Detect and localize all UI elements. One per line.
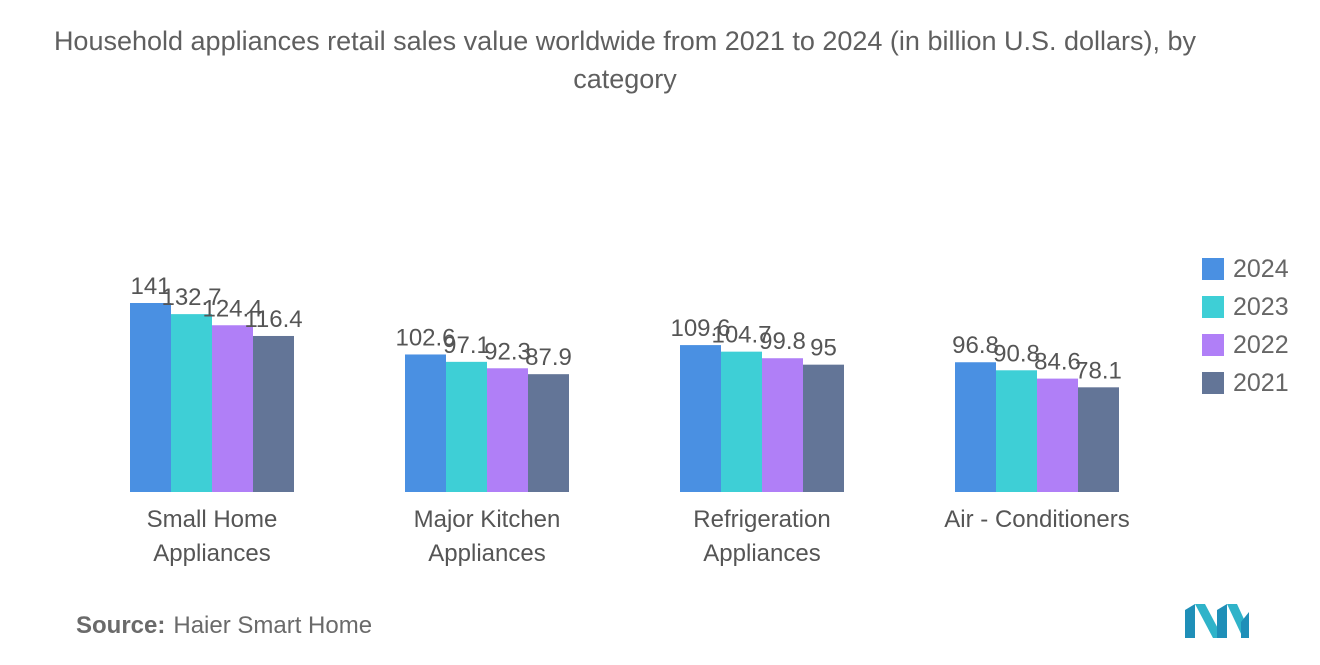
data-label-2021-1: 87.9: [525, 344, 572, 371]
data-label-2021-3: 78.1: [1075, 357, 1122, 384]
source-note: Source: Haier Smart Home: [76, 612, 372, 640]
category-label-1-1: Appliances: [428, 540, 545, 567]
legend-swatch-2022: [1202, 334, 1224, 356]
bar-2022-0[interactable]: [212, 325, 253, 492]
bar-2021-0[interactable]: [253, 335, 294, 492]
mordor-logo-icon: [1185, 604, 1249, 638]
data-label-2022-1: 92.3: [484, 338, 531, 365]
bar-2023-2[interactable]: [721, 351, 762, 492]
bar-2023-3[interactable]: [996, 370, 1037, 492]
data-label-2022-3: 84.6: [1034, 349, 1081, 376]
category-label-2-1: Appliances: [703, 540, 820, 567]
data-label-2024-3: 96.8: [952, 332, 999, 359]
data-label-2023-1: 97.1: [443, 332, 490, 359]
legend-item-2024[interactable]: 2024: [1202, 250, 1289, 288]
category-label-3-0: Air - Conditioners: [944, 506, 1129, 533]
data-label-2021-2: 95: [810, 335, 837, 362]
category-label-2-0: Refrigeration: [693, 506, 830, 533]
bar-2023-0[interactable]: [171, 314, 212, 492]
bar-2022-3[interactable]: [1037, 378, 1078, 492]
data-label-2024-2: 109.6: [670, 315, 730, 342]
legend-label-2021: 2021: [1233, 368, 1289, 397]
legend-item-2022[interactable]: 2022: [1202, 326, 1289, 364]
legend-item-2021[interactable]: 2021: [1202, 364, 1289, 402]
bar-2022-2[interactable]: [762, 358, 803, 492]
chart-title: Household appliances retail sales value …: [53, 26, 1197, 94]
data-label-2023-3: 90.8: [993, 340, 1040, 367]
source-text: Haier Smart Home: [173, 612, 373, 639]
bar-2021-2[interactable]: [803, 364, 844, 492]
data-label-2024-0: 141: [130, 273, 170, 300]
legend-swatch-2024: [1202, 258, 1224, 280]
legend-label-2024: 2024: [1233, 254, 1289, 283]
bar-2024-0[interactable]: [130, 303, 171, 492]
data-label-2022-2: 99.8: [759, 328, 806, 355]
bar-2024-3[interactable]: [955, 362, 996, 492]
bar-2021-1[interactable]: [528, 374, 569, 492]
data-label-2023-2: 104.7: [711, 322, 771, 349]
bar-2022-1[interactable]: [487, 368, 528, 492]
legend: 2024 2023 2022 2021: [1202, 250, 1289, 402]
source-label: Source:: [76, 612, 166, 639]
category-label-1-0: Major Kitchen: [414, 506, 561, 533]
data-label-2024-1: 102.6: [395, 324, 455, 351]
category-label-0-1: Appliances: [153, 540, 270, 567]
bar-2024-1[interactable]: [405, 354, 446, 492]
bar-2021-3[interactable]: [1078, 387, 1119, 492]
data-label-2022-0: 124.4: [202, 295, 262, 322]
bar-2023-1[interactable]: [446, 361, 487, 492]
legend-label-2023: 2023: [1233, 292, 1289, 321]
legend-swatch-2021: [1202, 372, 1224, 394]
legend-swatch-2023: [1202, 296, 1224, 318]
legend-label-2022: 2022: [1233, 330, 1289, 359]
legend-item-2023[interactable]: 2023: [1202, 288, 1289, 326]
bar-2024-2[interactable]: [680, 345, 721, 492]
data-label-2021-0: 116.4: [244, 306, 302, 333]
data-label-2023-0: 132.7: [161, 284, 221, 311]
category-label-0-0: Small Home: [147, 506, 278, 533]
